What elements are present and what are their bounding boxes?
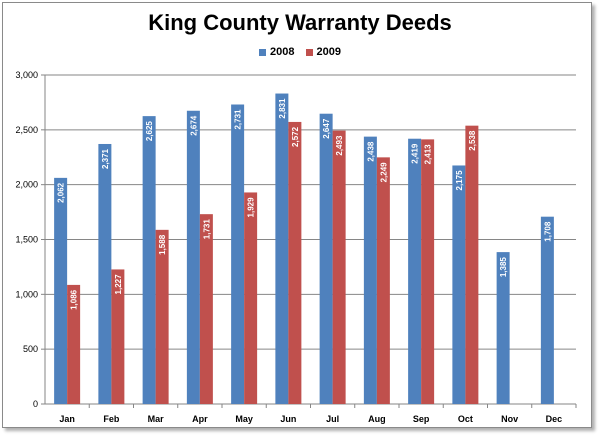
x-tick-label: Dec — [546, 414, 563, 424]
legend-label-2009: 2009 — [316, 46, 342, 58]
legend-swatch-2009 — [305, 48, 313, 56]
x-tick-label: Feb — [103, 414, 120, 424]
bar-2009-sep — [421, 139, 435, 404]
data-label-2008-oct: 2,175 — [455, 170, 464, 191]
y-tick-label: 2,500 — [15, 125, 38, 135]
bar-2009-jul — [332, 130, 346, 404]
legend: 2008 2009 — [0, 46, 600, 58]
legend-item-2008: 2008 — [258, 46, 295, 58]
data-label-2008-feb: 2,371 — [101, 148, 110, 169]
bar-2009-aug — [376, 157, 390, 404]
data-label-2009-aug: 2,249 — [379, 162, 388, 183]
bar-2009-may — [244, 192, 258, 404]
x-tick-label: Jun — [280, 414, 296, 424]
data-label-2008-mar: 2,625 — [145, 121, 154, 142]
data-label-2009-oct: 2,538 — [468, 130, 477, 151]
bar-2009-jan — [67, 284, 81, 404]
x-tick-label: Apr — [192, 414, 208, 424]
data-label-2009-sep: 2,413 — [424, 144, 433, 165]
legend-item-2009: 2009 — [305, 46, 342, 58]
bar-2008-apr — [186, 110, 200, 404]
bar-2008-dec — [540, 216, 554, 404]
data-label-2008-may: 2,731 — [234, 109, 243, 130]
y-tick-label: 500 — [23, 344, 38, 354]
data-label-2009-apr: 1,731 — [202, 219, 211, 240]
x-tick-label: Jan — [59, 414, 75, 424]
data-label-2008-aug: 2,438 — [366, 141, 375, 162]
data-label-2008-jan: 2,062 — [57, 182, 66, 203]
bar-2009-feb — [111, 269, 125, 404]
bar-2008-mar — [142, 116, 156, 404]
y-tick-label: 2,000 — [15, 180, 38, 190]
legend-swatch-2008 — [258, 48, 266, 56]
data-label-2008-dec: 1,708 — [543, 221, 552, 242]
data-label-2008-jun: 2,831 — [278, 98, 287, 119]
x-tick-label: Aug — [368, 414, 386, 424]
bar-2009-jun — [288, 121, 302, 405]
bar-2008-jun — [275, 93, 289, 405]
data-label-2008-sep: 2,419 — [411, 143, 420, 164]
bar-2008-nov — [496, 252, 510, 404]
data-label-2009-jul: 2,493 — [335, 135, 344, 156]
data-label-2008-apr: 2,674 — [189, 115, 198, 136]
bar-2008-aug — [363, 136, 377, 404]
y-tick-label: 1,500 — [15, 235, 38, 245]
x-tick-label: Oct — [458, 414, 473, 424]
data-label-2008-jul: 2,647 — [322, 118, 331, 139]
bar-2009-oct — [465, 125, 479, 404]
x-tick-label: Jul — [326, 414, 339, 424]
bar-2008-jul — [319, 113, 333, 404]
x-tick-label: Nov — [501, 414, 518, 424]
bar-2008-feb — [98, 143, 112, 404]
data-label-2009-mar: 1,588 — [158, 234, 167, 255]
data-label-2008-nov: 1,385 — [499, 257, 508, 278]
bar-2008-may — [231, 104, 245, 404]
bar-2008-oct — [452, 165, 466, 404]
y-tick-label: 3,000 — [15, 70, 38, 80]
y-tick-label: 0 — [33, 399, 38, 409]
x-tick-label: May — [235, 414, 253, 424]
bar-2009-apr — [199, 214, 213, 404]
data-label-2009-feb: 1,227 — [114, 274, 123, 295]
data-label-2009-jan: 1,086 — [70, 289, 79, 310]
y-tick-label: 1,000 — [15, 289, 38, 299]
x-tick-label: Sep — [413, 414, 430, 424]
data-label-2009-jun: 2,572 — [291, 126, 300, 147]
chart-title: King County Warranty Deeds — [148, 10, 452, 35]
legend-label-2008: 2008 — [269, 46, 295, 58]
bar-2009-mar — [155, 229, 169, 404]
x-tick-label: Mar — [148, 414, 165, 424]
bar-2008-sep — [408, 138, 422, 404]
bar-2008-jan — [54, 177, 68, 404]
data-label-2009-may: 1,929 — [247, 197, 256, 218]
